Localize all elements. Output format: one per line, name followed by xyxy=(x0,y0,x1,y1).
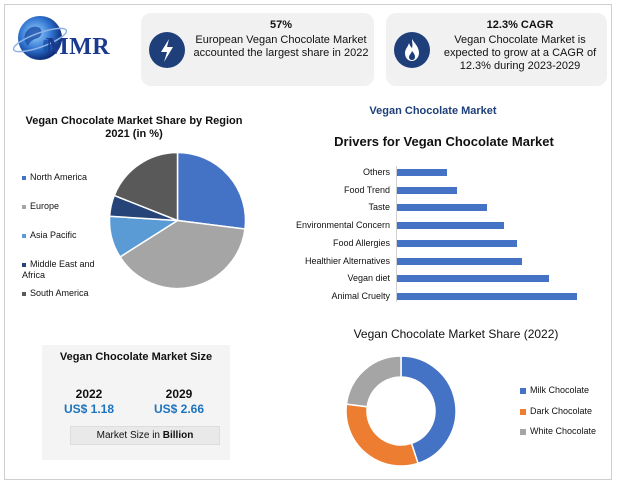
stat-box-cagr: 12.3% CAGR Vegan Chocolate Market is exp… xyxy=(386,13,607,86)
legend-swatch xyxy=(520,387,526,394)
stat-title: 57% xyxy=(269,19,293,31)
legend-swatch xyxy=(520,428,526,435)
region-slice-south-america xyxy=(113,151,179,222)
drivers-chart-title: Drivers for Vegan Chocolate Market xyxy=(334,134,554,149)
legend-swatch xyxy=(22,233,26,238)
legend-swatch xyxy=(22,262,26,267)
driver-label: Environmental Concern xyxy=(295,220,390,231)
driver-bar xyxy=(397,186,457,194)
region-pie-chart xyxy=(108,151,247,290)
market-size-value-2022: US$ 1.18 xyxy=(63,402,115,416)
region-legend-item: Middle East and Africa xyxy=(22,259,104,281)
drivers-header: Vegan Chocolate Market xyxy=(369,105,497,117)
drivers-axis-line xyxy=(396,166,397,302)
infographic-frame xyxy=(4,4,612,480)
share-slice-white-chocolate xyxy=(345,355,402,408)
region-chart-title: Vegan Chocolate Market Share by Region 2… xyxy=(14,115,254,141)
legend-swatch xyxy=(22,204,26,209)
region-title-line1: Vegan Chocolate Market Share by Region xyxy=(25,115,243,127)
driver-label: Food Trend xyxy=(343,184,390,195)
region-title-line2: 2021 (in %) xyxy=(105,128,163,140)
legend-label: Europe xyxy=(30,201,60,211)
stat-title: 12.3% CAGR xyxy=(486,19,554,31)
driver-label: Animal Cruelty xyxy=(331,290,390,301)
market-size-year-2029: 2029 xyxy=(165,387,193,401)
legend-label: Middle East and Africa xyxy=(22,259,95,280)
region-legend-item: Asia Pacific xyxy=(22,230,104,241)
region-legend-item: Europe xyxy=(22,201,104,212)
driver-bar xyxy=(397,222,504,230)
driver-bar xyxy=(397,292,577,300)
region-legend-item: South America xyxy=(22,288,104,299)
unit-note-prefix: Market Size in xyxy=(96,430,163,441)
legend-label: Milk Chocolate xyxy=(530,385,590,395)
share-slice-dark-chocolate xyxy=(345,403,419,467)
driver-label: Taste xyxy=(368,202,390,213)
share-legend-item: Milk Chocolate xyxy=(520,385,589,395)
legend-label: North America xyxy=(30,172,88,182)
globe-icon xyxy=(12,16,68,60)
driver-label: Healthier Alternatives xyxy=(304,255,390,266)
driver-bar xyxy=(397,169,447,176)
driver-label: Others xyxy=(362,167,390,177)
driver-bar xyxy=(397,204,487,212)
driver-bar xyxy=(397,257,522,265)
market-size-value-2029: US$ 2.66 xyxy=(153,402,205,416)
share-donut-chart xyxy=(345,355,457,467)
legend-label: Asia Pacific xyxy=(30,230,77,240)
share-legend-item: White Chocolate xyxy=(520,426,596,436)
legend-label: Dark Chocolate xyxy=(530,406,593,416)
driver-label: Vegan diet xyxy=(347,273,390,284)
stat-description: European Vegan Chocolate Market accounte… xyxy=(193,34,369,59)
market-size-year-2022: 2022 xyxy=(75,387,103,401)
market-size-title: Vegan Chocolate Market Size xyxy=(59,351,213,363)
legend-swatch xyxy=(520,408,526,415)
region-legend-item: North America xyxy=(22,172,104,183)
market-size-unit-note: Market Size in Billion xyxy=(70,426,220,445)
mmr-logo: MMR xyxy=(10,10,128,68)
stat-box-share: 57% European Vegan Chocolate Market acco… xyxy=(141,13,374,86)
share-chart-title: Vegan Chocolate Market Share (2022) xyxy=(353,327,559,341)
flame-icon xyxy=(394,32,430,68)
share-slice-milk-chocolate xyxy=(400,355,457,465)
legend-swatch xyxy=(22,291,26,296)
driver-bar xyxy=(397,275,549,283)
driver-bar xyxy=(397,239,517,247)
logo-text: MMR xyxy=(46,34,111,60)
share-legend-item: Dark Chocolate xyxy=(520,406,592,416)
legend-label: White Chocolate xyxy=(530,426,597,436)
driver-label: Food Allergies xyxy=(332,237,390,248)
market-size-box: Vegan Chocolate Market Size 2022 US$ 1.1… xyxy=(42,345,230,460)
lightning-icon xyxy=(149,32,185,68)
unit-note-unit: Billion xyxy=(162,430,194,441)
legend-swatch xyxy=(22,175,26,180)
legend-label: South America xyxy=(30,288,89,298)
stat-description: Vegan Chocolate Market is expected to gr… xyxy=(443,34,597,72)
region-slice-north-america xyxy=(176,151,247,230)
